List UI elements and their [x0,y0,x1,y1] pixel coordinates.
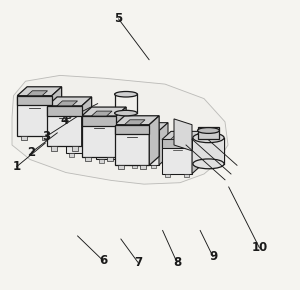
Polygon shape [149,116,159,165]
Polygon shape [99,159,104,163]
Polygon shape [184,174,189,177]
Polygon shape [92,111,112,116]
Polygon shape [115,125,149,165]
Text: 9: 9 [209,250,217,263]
Polygon shape [129,131,159,165]
Polygon shape [42,136,48,140]
Polygon shape [88,153,93,157]
Polygon shape [96,111,105,153]
Polygon shape [21,136,27,140]
Polygon shape [47,97,92,106]
Text: 4: 4 [60,114,69,127]
Text: 2: 2 [27,146,36,159]
Polygon shape [74,115,93,119]
Polygon shape [96,117,135,125]
Polygon shape [162,139,192,148]
Polygon shape [85,157,92,161]
Polygon shape [27,91,47,96]
Polygon shape [51,146,57,151]
Polygon shape [174,119,192,151]
Text: 7: 7 [134,256,142,269]
Polygon shape [57,101,77,106]
Polygon shape [106,157,113,161]
Text: 1: 1 [12,160,21,173]
Ellipse shape [115,92,137,97]
Polygon shape [118,165,124,169]
Text: 5: 5 [114,12,123,25]
Ellipse shape [193,133,224,143]
Polygon shape [52,87,62,136]
Polygon shape [162,139,192,174]
Polygon shape [115,116,159,125]
Polygon shape [12,75,228,184]
Ellipse shape [115,110,137,116]
Polygon shape [116,107,126,157]
Polygon shape [159,123,168,165]
Polygon shape [17,96,52,136]
Polygon shape [137,126,155,131]
Polygon shape [82,97,92,146]
Text: 10: 10 [251,242,268,254]
Polygon shape [140,144,147,155]
Polygon shape [129,131,159,139]
Polygon shape [115,125,149,135]
Polygon shape [61,129,70,141]
Polygon shape [82,116,116,126]
Text: 6: 6 [99,255,108,267]
Ellipse shape [193,159,224,169]
Polygon shape [118,159,123,163]
Polygon shape [170,135,188,139]
Polygon shape [72,146,78,151]
Polygon shape [192,131,201,174]
Polygon shape [69,153,74,157]
Polygon shape [66,119,96,127]
Polygon shape [40,122,49,135]
Polygon shape [132,165,137,168]
Polygon shape [17,96,52,106]
Polygon shape [82,107,126,116]
Polygon shape [82,116,116,157]
Polygon shape [22,116,31,129]
Polygon shape [140,165,146,169]
Ellipse shape [198,128,219,133]
Polygon shape [193,138,224,164]
Polygon shape [104,121,123,125]
Polygon shape [162,131,201,139]
Polygon shape [96,125,126,133]
Polygon shape [126,117,135,159]
Polygon shape [47,106,82,116]
Polygon shape [124,120,145,125]
Text: 3: 3 [42,130,51,143]
Polygon shape [198,127,219,139]
Polygon shape [96,125,126,159]
Polygon shape [114,139,122,151]
Polygon shape [66,111,105,119]
Polygon shape [66,119,96,153]
Polygon shape [129,123,168,131]
Polygon shape [151,165,156,168]
Polygon shape [17,87,62,96]
Polygon shape [87,135,95,147]
Polygon shape [165,174,170,177]
Polygon shape [47,106,82,146]
Text: 8: 8 [173,256,181,269]
